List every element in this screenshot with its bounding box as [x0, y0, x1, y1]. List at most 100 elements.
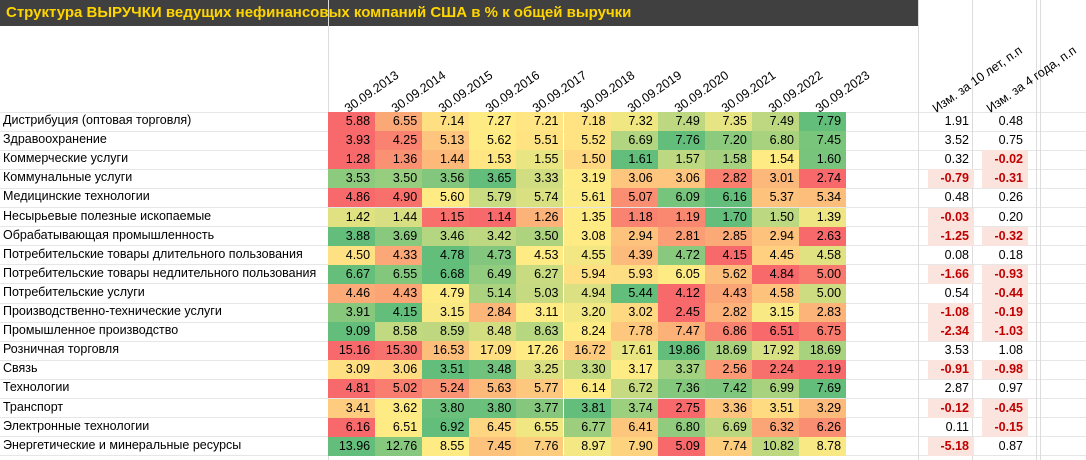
grid-line	[1036, 0, 1037, 460]
heatmap-cell: 5.02	[375, 379, 423, 399]
row-label: Несырьевые полезные ископаемые	[3, 208, 212, 223]
heatmap-cell: 6.14	[563, 379, 611, 399]
heatmap-cell: 3.42	[469, 226, 517, 246]
heatmap-cell: 6.51	[751, 322, 799, 342]
heatmap-cell: 4.78	[422, 245, 470, 265]
heatmap-cell: 2.74	[799, 169, 847, 189]
heatmap-cell: 4.84	[751, 264, 799, 284]
change-column-header: Изм. за 4 года, п.п	[984, 43, 1079, 116]
change-cell: -1.25	[928, 226, 974, 246]
heatmap-cell: 4.33	[375, 245, 423, 265]
change-cell: -0.98	[982, 360, 1028, 380]
heatmap-cell: 5.60	[422, 188, 470, 208]
heatmap-cell: 3.06	[375, 360, 423, 380]
heatmap-cell: 4.25	[375, 131, 423, 151]
heatmap-cell: 6.27	[516, 264, 564, 284]
heatmap-cell: 6.05	[657, 264, 705, 284]
heatmap-cell: 3.50	[516, 226, 564, 246]
heatmap-cell: 3.20	[563, 303, 611, 322]
heatmap-cell: 6.75	[799, 322, 847, 342]
heatmap-cell: 6.92	[422, 417, 470, 437]
heatmap-cell: 4.12	[657, 283, 705, 303]
heatmap-cell: 8.59	[422, 322, 470, 342]
heatmap-cell: 3.46	[422, 226, 470, 246]
heatmap-cell: 3.19	[563, 169, 611, 189]
heatmap-cell: 2.94	[610, 226, 658, 246]
heatmap-cell: 6.51	[375, 417, 423, 437]
heatmap-cell: 6.69	[610, 131, 658, 151]
heatmap-cell: 6.80	[751, 131, 799, 151]
heatmap-cell: 6.86	[704, 322, 752, 342]
heatmap-cell: 3.56	[422, 169, 470, 189]
heatmap-cell: 3.88	[328, 226, 376, 246]
heatmap-cell: 1.36	[375, 150, 423, 170]
heatmap-cell: 3.17	[610, 360, 658, 380]
heatmap-cell: 3.01	[751, 169, 799, 189]
heatmap-cell: 7.42	[704, 379, 752, 399]
heatmap-cell: 1.15	[422, 207, 470, 227]
change-cell: -0.31	[982, 169, 1028, 189]
heatmap-cell: 7.79	[799, 112, 847, 131]
heatmap-cell: 7.78	[610, 322, 658, 342]
heatmap-cell: 2.83	[799, 303, 847, 322]
heatmap-cell: 19.86	[657, 341, 705, 361]
heatmap-cell: 2.63	[799, 226, 847, 246]
row-label: Электронные технологии	[3, 418, 150, 433]
heatmap-cell: 1.57	[657, 150, 705, 170]
heatmap-cell: 5.09	[657, 436, 705, 456]
heatmap-cell: 1.53	[469, 150, 517, 170]
heatmap-cell: 5.00	[799, 264, 847, 284]
grid-line	[1040, 0, 1041, 460]
heatmap-cell: 1.44	[422, 150, 470, 170]
heatmap-cell: 5.94	[563, 264, 611, 284]
heatmap-cell: 3.65	[469, 169, 517, 189]
heatmap-cell: 6.49	[469, 264, 517, 284]
change-cell: -2.34	[928, 322, 974, 342]
heatmap-cell: 3.15	[422, 303, 470, 322]
change-cell: 0.54	[944, 285, 969, 300]
heatmap-cell: 1.50	[751, 207, 799, 227]
heatmap-cell: 8.58	[375, 322, 423, 342]
heatmap-cell: 3.80	[422, 398, 470, 418]
grid-line	[0, 455, 1086, 457]
change-cell: 3.52	[944, 133, 969, 148]
heatmap-cell: 1.50	[563, 150, 611, 170]
row-label: Транспорт	[3, 399, 64, 414]
heatmap-cell: 17.92	[751, 341, 799, 361]
change-cell: -0.15	[982, 417, 1028, 437]
page-title: Структура ВЫРУЧКИ ведущих нефинансовых к…	[6, 4, 632, 21]
heatmap-cell: 3.41	[328, 398, 376, 418]
change-cell: -0.91	[928, 360, 974, 380]
heatmap-cell: 4.58	[751, 283, 799, 303]
heatmap-cell: 4.43	[375, 283, 423, 303]
heatmap-cell: 3.08	[563, 226, 611, 246]
row-label: Дистрибуция (оптовая торговля)	[3, 113, 192, 127]
heatmap-cell: 16.72	[563, 341, 611, 361]
heatmap-cell: 2.85	[704, 226, 752, 246]
heatmap-cell: 5.93	[610, 264, 658, 284]
heatmap-cell: 3.69	[375, 226, 423, 246]
change-column-header: Изм. за 10 лет, п.п	[930, 43, 1025, 116]
heatmap-cell: 6.16	[328, 417, 376, 437]
heatmap-cell: 17.61	[610, 341, 658, 361]
heatmap-cell: 9.09	[328, 322, 376, 342]
heatmap-cell: 18.69	[704, 341, 752, 361]
heatmap-cell: 3.50	[375, 169, 423, 189]
heatmap-cell: 7.35	[704, 112, 752, 131]
heatmap-cell: 1.26	[516, 207, 564, 227]
heatmap-cell: 2.75	[657, 398, 705, 418]
heatmap-cell: 5.62	[704, 264, 752, 284]
heatmap-cell: 7.69	[799, 379, 847, 399]
change-cell: 3.53	[944, 343, 969, 358]
heatmap-cell: 4.81	[328, 379, 376, 399]
heatmap-cell: 5.51	[516, 131, 564, 151]
change-cell: -0.44	[982, 283, 1028, 303]
change-cell: -0.32	[982, 226, 1028, 246]
heatmap-cell: 3.74	[610, 398, 658, 418]
heatmap-cell: 3.06	[657, 169, 705, 189]
heatmap-cell: 6.09	[657, 188, 705, 208]
heatmap-cell: 1.39	[799, 207, 847, 227]
heatmap-cell: 13.96	[328, 436, 376, 456]
heatmap-cell: 3.36	[704, 398, 752, 418]
heatmap-cell: 1.55	[516, 150, 564, 170]
